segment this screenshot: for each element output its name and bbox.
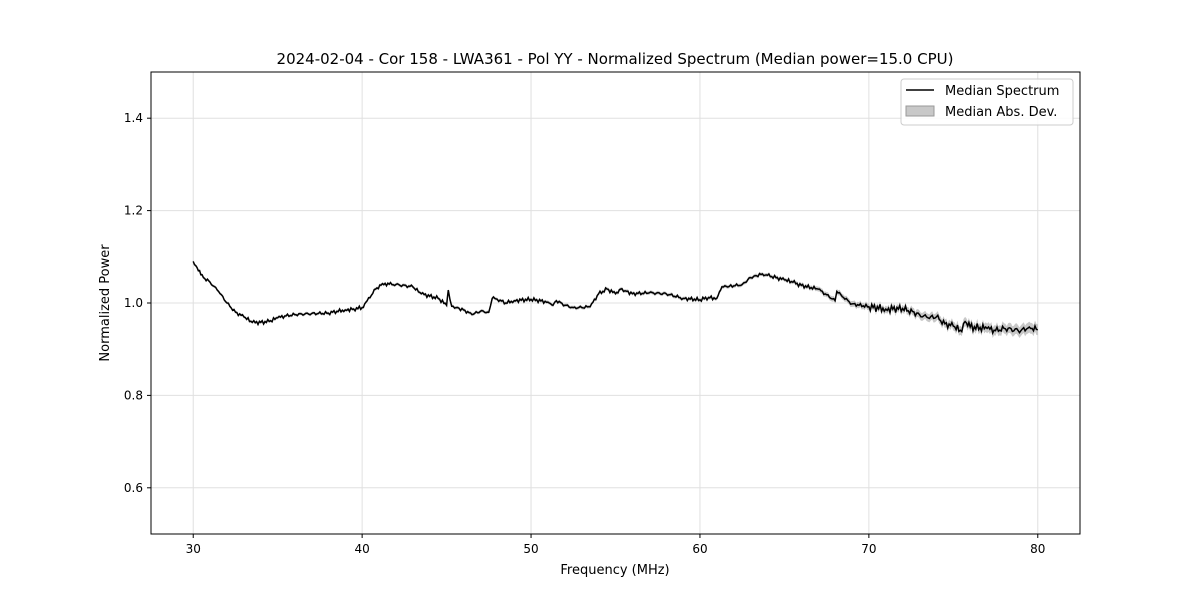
axis-ticks: 30 40 50 60 70 80 0.6 0.8 1.0 1.2 1.4 (124, 111, 1046, 556)
legend-label-mad: Median Abs. Dev. (945, 105, 1057, 120)
legend-band-swatch (905, 105, 935, 117)
x-tick-label: 50 (523, 542, 538, 556)
x-tick-label: 30 (186, 542, 201, 556)
y-tick-label: 0.6 (124, 481, 143, 495)
mad-band (193, 260, 1038, 338)
legend: Median Spectrum Median Abs. Dev. (900, 78, 1074, 126)
y-tick-label: 1.2 (124, 204, 143, 218)
x-tick-label: 60 (692, 542, 707, 556)
x-tick-label: 40 (354, 542, 369, 556)
x-tick-label: 70 (861, 542, 876, 556)
legend-box (900, 78, 1074, 126)
grid (151, 72, 1080, 534)
legend-label-median: Median Spectrum (945, 84, 1059, 99)
x-axis-label: Frequency (MHz) (560, 563, 669, 578)
y-tick-label: 1.0 (124, 296, 143, 310)
median-spectrum-line (192, 261, 1039, 336)
y-tick-label: 0.8 (124, 388, 143, 402)
y-axis-label: Normalized Power (98, 244, 113, 362)
chart-title: 2024-02-04 - Cor 158 - LWA361 - Pol YY -… (277, 50, 954, 68)
y-tick-label: 1.4 (124, 111, 143, 125)
x-tick-label: 80 (1030, 542, 1045, 556)
